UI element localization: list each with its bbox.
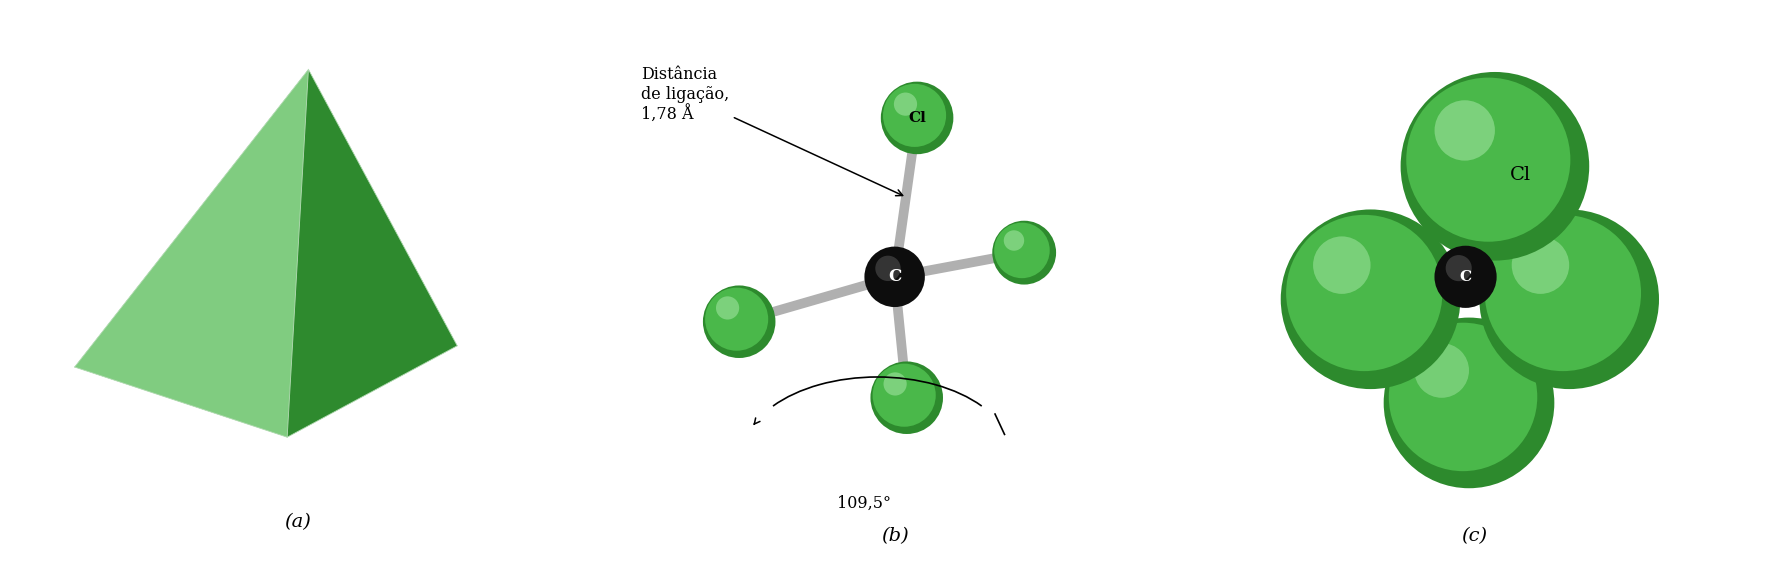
Circle shape [716, 296, 739, 320]
Circle shape [1313, 236, 1370, 294]
Circle shape [1003, 230, 1024, 251]
Text: (c): (c) [1462, 527, 1487, 545]
Circle shape [703, 285, 776, 358]
Text: Distância
de ligação,
1,78 Å: Distância de ligação, 1,78 Å [641, 66, 902, 196]
Text: Cl: Cl [1510, 166, 1531, 184]
Circle shape [1435, 246, 1497, 308]
Circle shape [1414, 343, 1469, 398]
Text: C: C [888, 268, 902, 285]
Polygon shape [74, 346, 457, 437]
Text: (b): (b) [881, 527, 909, 545]
Circle shape [865, 246, 925, 307]
Circle shape [992, 221, 1056, 285]
Circle shape [870, 362, 943, 434]
Circle shape [994, 223, 1049, 278]
Circle shape [884, 372, 907, 395]
Polygon shape [74, 69, 457, 367]
Circle shape [882, 84, 946, 147]
Circle shape [1480, 209, 1659, 389]
Circle shape [1435, 100, 1496, 161]
Circle shape [1512, 236, 1570, 294]
Circle shape [1485, 215, 1641, 371]
Circle shape [1281, 209, 1460, 389]
Circle shape [705, 288, 769, 351]
Circle shape [893, 92, 918, 116]
Circle shape [1400, 72, 1589, 261]
Circle shape [1389, 323, 1538, 471]
Text: Cl: Cl [909, 111, 927, 125]
Text: C: C [1460, 270, 1471, 284]
Circle shape [1407, 78, 1570, 242]
Circle shape [872, 364, 936, 427]
Circle shape [1446, 255, 1473, 281]
Text: (a): (a) [284, 513, 312, 531]
Circle shape [1384, 318, 1554, 488]
Circle shape [1286, 215, 1442, 371]
Circle shape [875, 255, 900, 281]
Polygon shape [287, 69, 457, 437]
Text: 109,5°: 109,5° [836, 495, 891, 512]
Polygon shape [74, 69, 308, 437]
Circle shape [881, 82, 953, 154]
